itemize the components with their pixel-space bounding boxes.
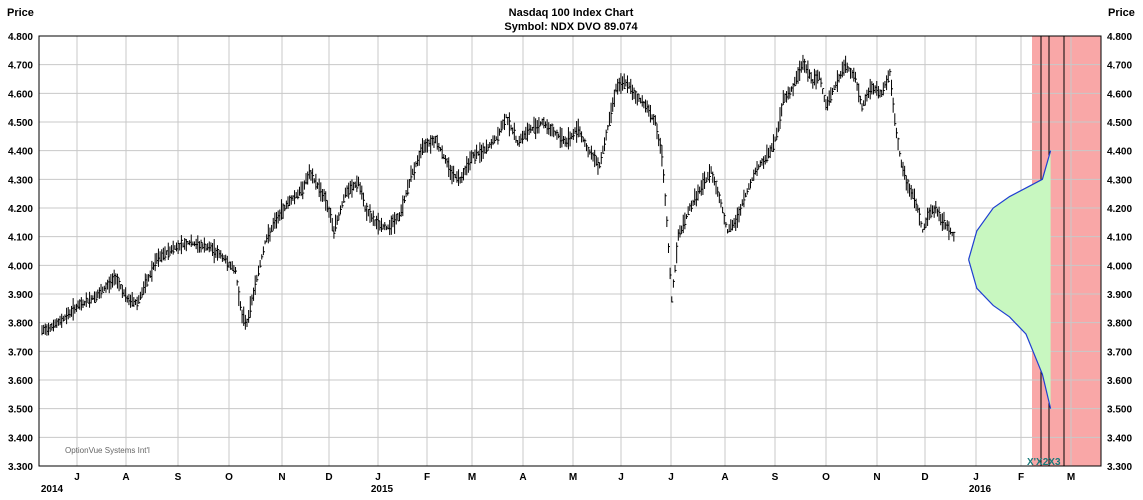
x-month-label: O — [225, 472, 233, 483]
x-year-label: 2015 — [371, 484, 394, 495]
x-month-label: D — [921, 472, 928, 483]
x-month-label: D — [325, 472, 332, 483]
y-tick-label-left: 3.900 — [8, 290, 33, 301]
x-month-label: F — [1018, 472, 1024, 483]
x-year-label: 2014 — [41, 484, 64, 495]
chart-title: Nasdaq 100 Index Chart — [509, 7, 634, 19]
y-axis-title-left: Price — [7, 7, 34, 19]
y-tick-label-left: 3.500 — [8, 405, 33, 416]
y-tick-label-right: 4.000 — [1107, 261, 1132, 272]
x-year-label: 2016 — [969, 484, 992, 495]
x-month-label: N — [278, 472, 285, 483]
y-tick-label-left: 3.600 — [8, 376, 33, 387]
x-month-label: N — [873, 472, 880, 483]
y-tick-label-left: 3.400 — [8, 433, 33, 444]
y-tick-label-left: 4.400 — [8, 147, 33, 158]
y-tick-label-right: 3.600 — [1107, 376, 1132, 387]
y-tick-label-left: 4.700 — [8, 61, 33, 72]
projection-upper-line — [968, 150, 1052, 260]
y-tick-label-left: 3.300 — [8, 462, 33, 473]
x-month-label: A — [122, 472, 129, 483]
y-axis-title-right: Price — [1108, 7, 1135, 19]
y-tick-label-left: 4.100 — [8, 233, 33, 244]
y-tick-label-left: 4.800 — [8, 32, 33, 43]
y-tick-label-right: 4.500 — [1107, 118, 1132, 129]
x-month-label: J — [74, 472, 80, 483]
y-tick-label-left: 4.000 — [8, 261, 33, 272]
x-month-label: J — [375, 472, 381, 483]
y-tick-label-right: 3.500 — [1107, 405, 1132, 416]
y-tick-label-right: 3.900 — [1107, 290, 1132, 301]
y-tick-label-left: 4.500 — [8, 118, 33, 129]
y-tick-label-right: 4.300 — [1107, 175, 1132, 186]
x-month-label: F — [424, 472, 430, 483]
y-tick-label-right: 3.400 — [1107, 433, 1132, 444]
y-tick-label-right: 4.400 — [1107, 147, 1132, 158]
x-month-label: J — [618, 472, 624, 483]
y-tick-label-right: 4.200 — [1107, 204, 1132, 215]
y-tick-label-right: 4.100 — [1107, 233, 1132, 244]
plot-border — [38, 35, 1102, 467]
y-tick-label-left: 4.600 — [8, 89, 33, 100]
confidence-area — [968, 150, 1051, 409]
plot-area: 3.300 3.300 3.400 3.400 3.500 3.500 3.600 3.600… — [8, 32, 1132, 495]
x-month-label: S — [772, 472, 779, 483]
x-month-label: S — [175, 472, 182, 483]
y-tick-label-left: 4.200 — [8, 204, 33, 215]
y-tick-label-right: 3.300 — [1107, 462, 1132, 473]
y-tick-label-left: 3.700 — [8, 347, 33, 358]
x-month-label: J — [973, 472, 979, 483]
x-month-label: O — [822, 472, 830, 483]
y-tick-label-right: 3.800 — [1107, 319, 1132, 330]
y-tick-label-left: 3.800 — [8, 319, 33, 330]
event-marker-label: X'X2X3 — [1027, 457, 1061, 468]
watermark-text: OptionVue Systems Int'l — [65, 446, 150, 455]
y-tick-label-right: 4.600 — [1107, 89, 1132, 100]
x-month-label: A — [721, 472, 728, 483]
x-month-label: M — [569, 472, 577, 483]
y-tick-label-left: 4.300 — [8, 175, 33, 186]
x-month-label: M — [468, 472, 476, 483]
y-tick-label-right: 3.700 — [1107, 347, 1132, 358]
y-tick-label-right: 4.700 — [1107, 61, 1132, 72]
x-month-label: A — [519, 472, 526, 483]
y-tick-label-right: 4.800 — [1107, 32, 1132, 43]
chart-subtitle: Symbol: NDX DVO 89.074 — [504, 21, 638, 33]
price-bars — [41, 54, 956, 336]
x-month-label: M — [1067, 472, 1075, 483]
x-month-label: J — [668, 472, 674, 483]
projection-lower-line — [968, 259, 1052, 409]
